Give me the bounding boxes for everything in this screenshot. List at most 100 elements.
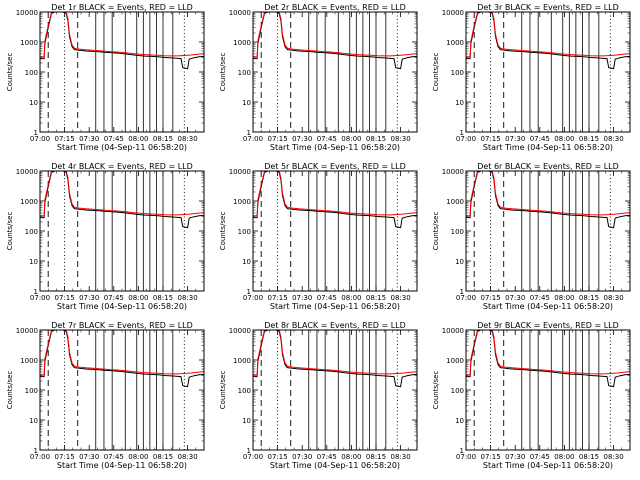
x-tick-label: 08:00	[128, 294, 148, 302]
x-tick-label: 08:30	[604, 294, 624, 302]
y-axis-label: Counts/sec	[219, 371, 227, 410]
x-tick-label: 08:30	[391, 294, 411, 302]
y-axis-label: Counts/sec	[6, 53, 14, 92]
x-tick-label: 08:15	[366, 294, 386, 302]
y-tick-label: 10	[29, 99, 38, 107]
x-tick-label: 08:15	[579, 294, 599, 302]
series-lld-line	[253, 171, 417, 217]
y-tick-label: 1	[460, 447, 464, 455]
y-tick-label: 1000	[446, 357, 464, 365]
plot-frame	[39, 11, 205, 133]
y-tick-label: 10	[29, 417, 38, 425]
y-tick-label: 1	[34, 288, 38, 296]
x-tick-label: 07:45	[104, 294, 124, 302]
x-tick-label: 07:00	[456, 294, 476, 302]
y-tick-label: 10000	[442, 9, 464, 17]
y-tick-label: 10000	[229, 168, 251, 176]
y-tick-label: 100	[25, 387, 38, 395]
panel-title: Det 1r BLACK = Events, RED = LLD	[51, 3, 193, 12]
series-events-line	[466, 330, 630, 388]
plot-area	[40, 12, 204, 132]
plot-area	[466, 330, 630, 450]
plot-area	[40, 330, 204, 450]
x-tick-label: 08:30	[391, 135, 411, 143]
series-events-line	[253, 12, 417, 70]
y-tick-label: 10	[242, 99, 251, 107]
y-tick-label: 1000	[233, 39, 251, 47]
x-tick-label: 07:15	[55, 453, 75, 461]
series-lld-line	[40, 12, 204, 58]
panel-3: Det 3r BLACK = Events, RED = LLD Counts/s…	[432, 3, 631, 152]
y-tick-label: 100	[451, 69, 464, 77]
x-tick-label: 07:30	[292, 135, 312, 143]
x-tick-label: 07:45	[317, 294, 337, 302]
y-tick-label: 1000	[20, 39, 38, 47]
x-tick-label: 08:15	[153, 135, 173, 143]
panel-title: Det 5r BLACK = Events, RED = LLD	[264, 162, 406, 171]
y-tick-label: 100	[238, 69, 251, 77]
y-tick-label: 10	[29, 258, 38, 266]
x-tick-label: 08:30	[604, 453, 624, 461]
y-tick-label: 100	[238, 228, 251, 236]
panel-title: Det 8r BLACK = Events, RED = LLD	[264, 321, 406, 330]
y-axis-label: Counts/sec	[432, 212, 440, 251]
plot-area	[466, 12, 630, 132]
plot-frame	[465, 11, 631, 133]
x-tick-label: 07:00	[243, 294, 263, 302]
y-tick-label: 100	[451, 387, 464, 395]
x-tick-label: 07:30	[79, 294, 99, 302]
x-tick-label: 07:00	[456, 453, 476, 461]
plot-frame	[465, 329, 631, 451]
x-tick-label: 07:30	[292, 294, 312, 302]
x-tick-label: 08:30	[178, 294, 198, 302]
plot-frame	[39, 329, 205, 451]
panel-2: Det 2r BLACK = Events, RED = LLD Counts/s…	[219, 3, 418, 152]
plot-area	[40, 171, 204, 291]
plot-area	[253, 330, 417, 450]
series-events-line	[40, 12, 204, 70]
y-axis-label: Counts/sec	[6, 371, 14, 410]
y-tick-label: 1	[34, 447, 38, 455]
x-tick-label: 08:30	[178, 453, 198, 461]
x-axis-label: Start Time (04-Sep-11 06:58:20)	[483, 302, 613, 311]
y-tick-label: 10000	[16, 9, 38, 17]
x-axis-label: Start Time (04-Sep-11 06:58:20)	[57, 302, 187, 311]
series-events-line	[466, 12, 630, 70]
panel-title: Det 7r BLACK = Events, RED = LLD	[51, 321, 193, 330]
series-lld-line	[466, 171, 630, 217]
x-axis-label: Start Time (04-Sep-11 06:58:20)	[270, 302, 400, 311]
x-tick-label: 08:00	[341, 453, 361, 461]
y-axis-label: Counts/sec	[432, 371, 440, 410]
panel-4: Det 4r BLACK = Events, RED = LLD Counts/s…	[6, 162, 205, 311]
x-tick-label: 07:15	[481, 453, 501, 461]
panel-1: Det 1r BLACK = Events, RED = LLD Counts/s…	[6, 3, 205, 152]
y-tick-label: 1	[460, 288, 464, 296]
panel-8: Det 8r BLACK = Events, RED = LLD Counts/s…	[219, 321, 418, 470]
y-tick-label: 1000	[20, 357, 38, 365]
plot-frame	[252, 11, 418, 133]
y-tick-label: 10	[242, 417, 251, 425]
x-axis-label: Start Time (04-Sep-11 06:58:20)	[270, 461, 400, 470]
x-tick-label: 07:15	[55, 294, 75, 302]
y-tick-label: 10000	[442, 327, 464, 335]
y-tick-label: 10	[242, 258, 251, 266]
panel-title: Det 4r BLACK = Events, RED = LLD	[51, 162, 193, 171]
panel-title: Det 6r BLACK = Events, RED = LLD	[477, 162, 619, 171]
x-axis-label: Start Time (04-Sep-11 06:58:20)	[57, 461, 187, 470]
x-tick-label: 08:00	[554, 135, 574, 143]
plot-frame	[39, 170, 205, 292]
y-tick-label: 100	[25, 228, 38, 236]
plot-frame	[252, 170, 418, 292]
x-tick-label: 08:00	[341, 135, 361, 143]
series-events-line	[253, 330, 417, 388]
x-tick-label: 08:30	[178, 135, 198, 143]
series-lld-line	[466, 12, 630, 58]
x-tick-label: 08:00	[341, 294, 361, 302]
x-tick-label: 07:00	[243, 135, 263, 143]
y-axis-label: Counts/sec	[219, 212, 227, 251]
x-tick-label: 08:30	[391, 453, 411, 461]
y-axis-label: Counts/sec	[219, 53, 227, 92]
x-tick-label: 07:00	[30, 294, 50, 302]
x-tick-label: 07:45	[530, 135, 550, 143]
y-axis-label: Counts/sec	[6, 212, 14, 251]
